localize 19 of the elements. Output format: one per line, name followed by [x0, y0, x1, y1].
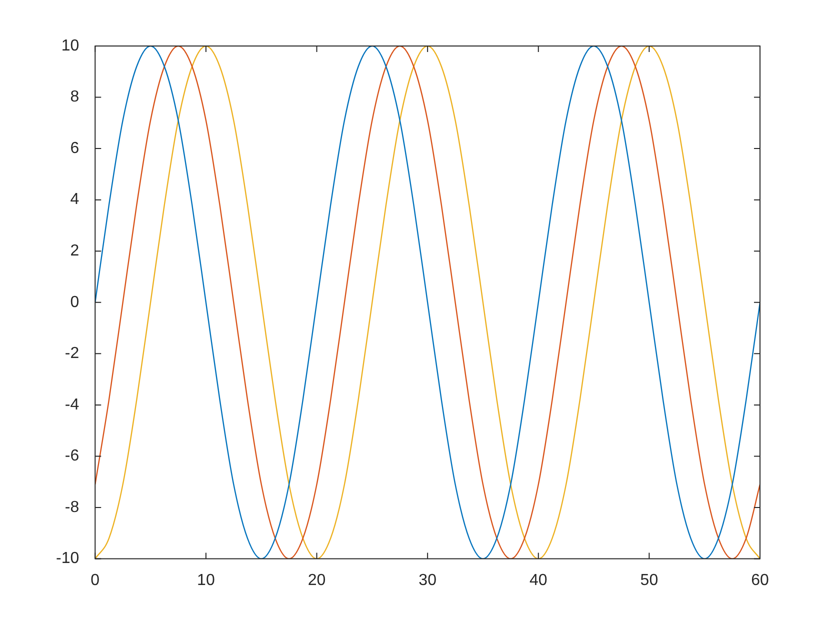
y-tick-label: 10: [61, 37, 80, 54]
y-tick-label: 4: [70, 191, 80, 208]
y-tick-label: -8: [64, 498, 80, 516]
y-tick-label: 0: [70, 294, 80, 311]
y-tick-label: 2: [70, 242, 80, 260]
y-tick-label: -6: [64, 448, 80, 465]
y-tick-label: -10: [56, 550, 80, 568]
x-tick-label: 30: [418, 572, 437, 589]
y-tick-label: 8: [70, 88, 80, 106]
x-tick-label: 40: [529, 572, 548, 589]
x-tick-label: 50: [640, 572, 658, 589]
y-tick-label: -4: [64, 396, 80, 414]
x-tick-label: 10: [197, 572, 215, 589]
y-tick-label: -2: [64, 345, 80, 362]
y-tick-label: 6: [70, 140, 80, 157]
line-series: [95, 46, 760, 559]
x-tick-label: 20: [308, 572, 326, 589]
x-tick-label: 0: [90, 572, 100, 589]
x-tick-label: 60: [751, 572, 769, 589]
